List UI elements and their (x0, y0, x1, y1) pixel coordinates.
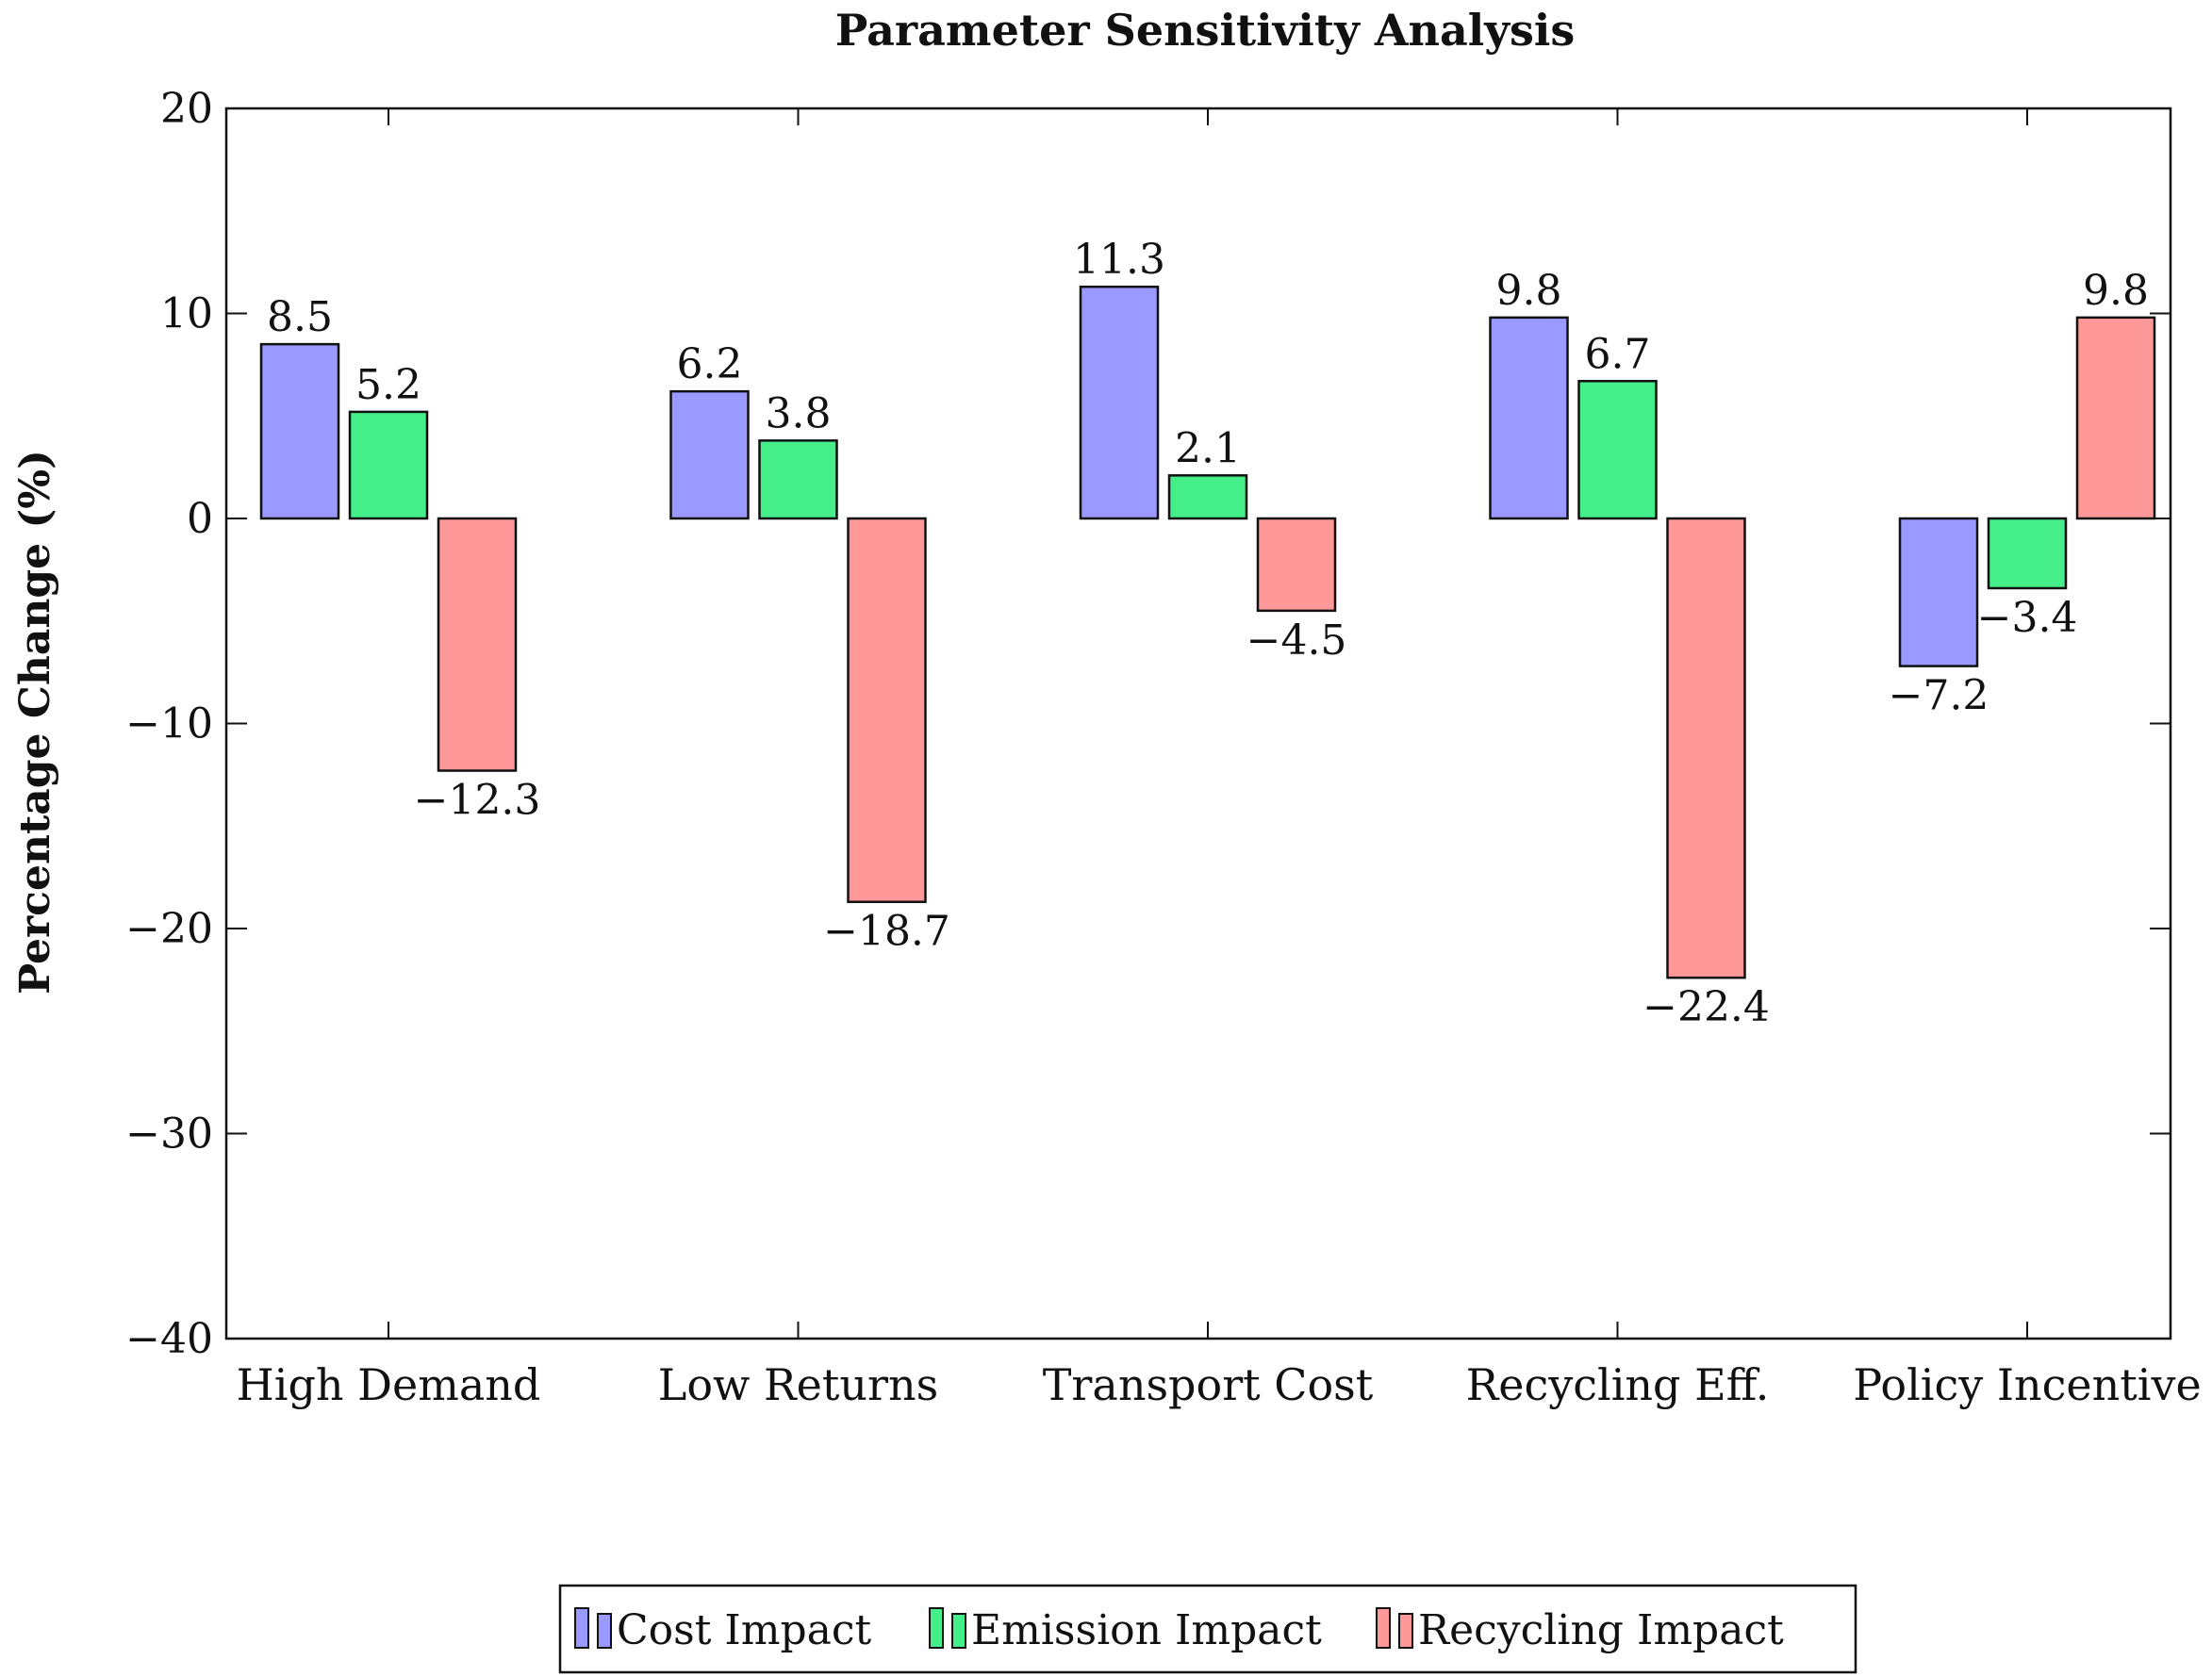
data-label: 9.8 (2083, 267, 2149, 315)
y-tick-label: 0 (187, 495, 213, 543)
bar (1079, 285, 1160, 520)
bar (758, 439, 838, 520)
x-tick-label: Recycling Eff. (1466, 1359, 1770, 1410)
data-label: 5.2 (355, 361, 421, 409)
bar (1987, 517, 2068, 590)
legend-label: Recycling Impact (1418, 1606, 1784, 1654)
data-label: −22.4 (1642, 983, 1770, 1031)
x-tick-label: Low Returns (658, 1359, 938, 1410)
data-label: −12.3 (414, 777, 541, 825)
data-label: 6.7 (1585, 330, 1651, 378)
bar (1577, 380, 1658, 520)
bar (348, 410, 429, 520)
bar (437, 517, 518, 772)
legend: Cost Impact Emission Impact Recycling Impa… (558, 1584, 1857, 1674)
legend-box (558, 1584, 1857, 1674)
data-label: −7.2 (1889, 672, 1989, 720)
x-tick-label: Transport Cost (1043, 1359, 1374, 1410)
data-label: 6.2 (677, 340, 743, 388)
bar (1167, 474, 1248, 520)
legend-swatch (929, 1607, 944, 1649)
y-tick-label: 10 (160, 290, 213, 338)
chart-title: Parameter Sensitivity Analysis (835, 5, 1576, 56)
bar (1666, 517, 1746, 979)
data-label: 11.3 (1073, 236, 1165, 284)
legend-swatch (951, 1613, 966, 1649)
data-label: 3.8 (766, 389, 832, 437)
plot-area: 20 10 0 −10 −20 −30 −40 High Demand 8.5 5.2 −12.3 L… (125, 85, 2202, 1410)
x-tick-label: Policy Incentive (1853, 1359, 2201, 1410)
data-label: −3.4 (1977, 594, 2078, 642)
legend-label: Emission Impact (971, 1606, 1322, 1654)
data-label: 2.1 (1175, 424, 1241, 472)
y-tick-label: −40 (125, 1315, 213, 1363)
data-label: −4.5 (1246, 617, 1347, 665)
data-label: 8.5 (267, 293, 333, 341)
bar (259, 342, 340, 520)
plot-frame (224, 107, 2172, 1340)
legend-swatch (1398, 1613, 1413, 1649)
y-tick-label: 20 (160, 85, 213, 133)
bar (669, 389, 750, 520)
data-label: 9.8 (1496, 267, 1562, 315)
bar (847, 517, 927, 903)
x-tick-label: High Demand (237, 1359, 541, 1410)
bar (2075, 316, 2156, 520)
bar (1489, 316, 1569, 520)
bar (1256, 517, 1337, 613)
data-label: −18.7 (823, 908, 950, 956)
y-tick-label: −20 (125, 905, 213, 953)
legend-swatch (1376, 1607, 1391, 1649)
y-tick-label: −30 (125, 1110, 213, 1159)
legend-label: Cost Impact (617, 1606, 872, 1654)
y-axis-label: Percentage Change (%) (11, 450, 59, 995)
y-tick-label: −10 (125, 700, 213, 748)
bar (1898, 517, 1979, 667)
legend-swatch (574, 1607, 589, 1649)
legend-swatch (597, 1613, 612, 1649)
